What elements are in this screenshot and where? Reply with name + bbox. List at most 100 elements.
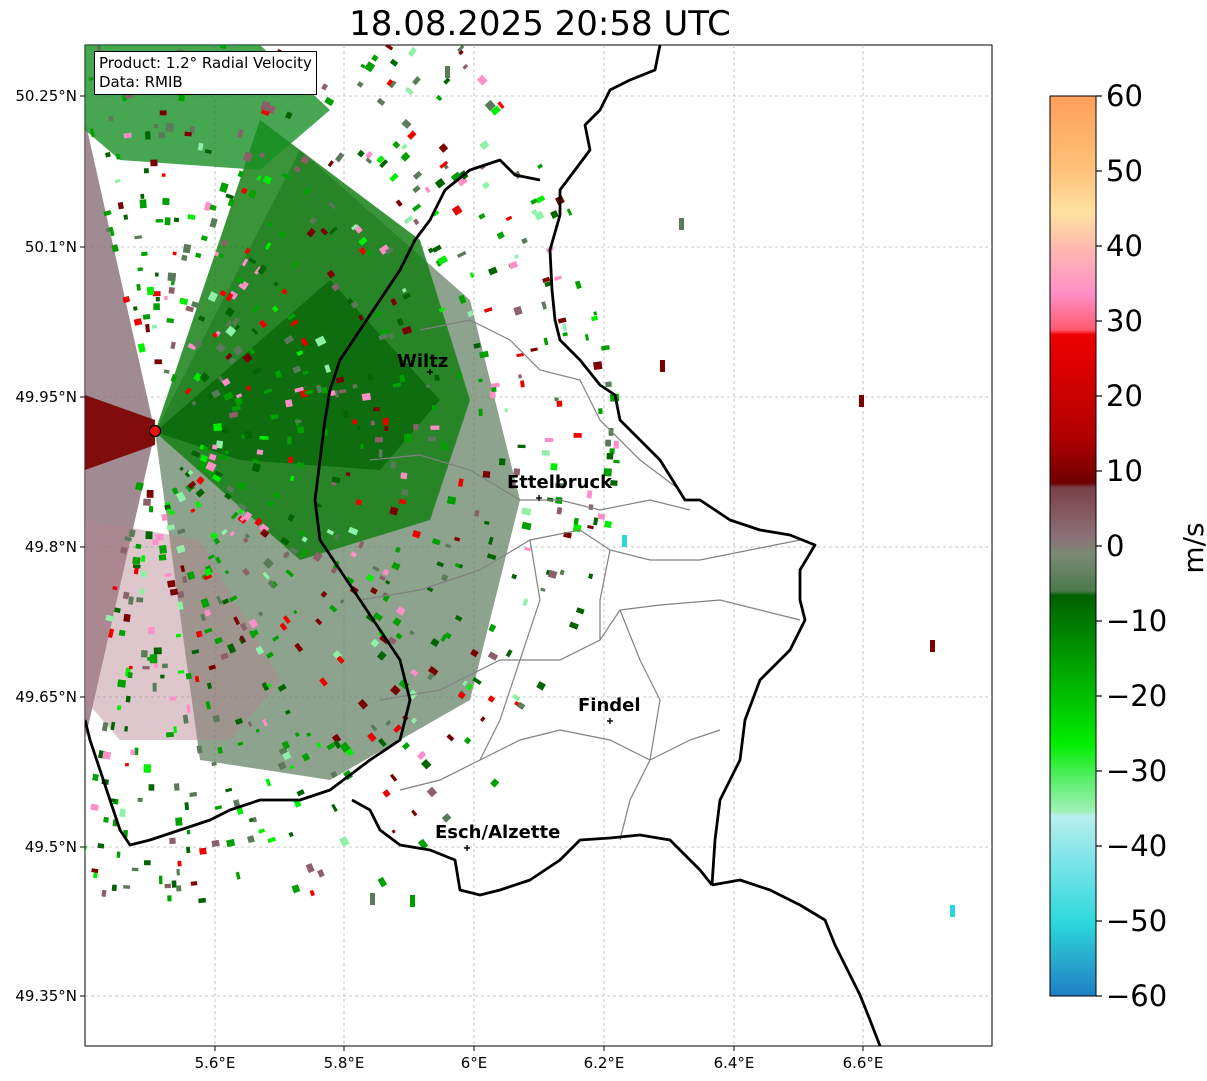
radar-echo: [352, 419, 358, 425]
radar-echo: [334, 390, 340, 398]
radar-echo: [284, 111, 293, 120]
radar-echo: [167, 895, 172, 902]
radar-echo: [140, 570, 147, 578]
radar-echo: [108, 115, 114, 122]
radar-echo: [606, 452, 614, 460]
radar-echo: [187, 214, 196, 220]
radar-echo: [358, 314, 364, 321]
axis-ticks: [80, 95, 864, 1051]
radar-echo: [124, 762, 130, 767]
radar-echo: [491, 387, 497, 393]
radar-echo: [186, 846, 191, 854]
radar-echo: [613, 440, 619, 449]
radar-echo: [371, 565, 380, 572]
radar-echo: [306, 227, 316, 238]
radar-echo: [193, 372, 203, 382]
radar-echo: [105, 152, 111, 158]
radar-echo: [339, 835, 350, 847]
radar-echo: [326, 269, 336, 279]
radar-echo: [219, 182, 229, 193]
radar-echo: [215, 440, 224, 449]
radar-echo: [336, 655, 345, 665]
lon-tick-label: 6.4°E: [713, 1054, 755, 1072]
radar-echo: [446, 733, 455, 742]
colorbar-tick-label: −50: [1106, 904, 1168, 938]
radar-echo: [389, 172, 399, 183]
radar-echo: [182, 714, 189, 724]
radar-echo: [248, 189, 257, 199]
radar-echo: [207, 554, 215, 560]
radar-echo: [496, 231, 505, 240]
radar-echo: [316, 742, 322, 749]
radar-echo: [443, 77, 451, 85]
colorbar-ticks: [1096, 95, 1102, 997]
radar-echo: [155, 272, 159, 277]
radar-echo: [291, 884, 301, 894]
radar-echo: [231, 317, 240, 326]
radar-echo: [412, 76, 421, 86]
radar-echo: [208, 453, 217, 461]
radar-echo: [312, 551, 323, 563]
radar-echo: [404, 86, 414, 96]
radar-echo: [357, 699, 369, 710]
radar-echo: [171, 880, 177, 888]
radar-echo: [220, 528, 228, 536]
radar-echo: [155, 534, 164, 541]
radar-echo: [159, 545, 168, 554]
radar-echo: [610, 479, 618, 487]
label-wiltz: Wiltz: [397, 351, 448, 372]
radar-echo: [154, 663, 158, 668]
radar-echo: [598, 408, 603, 414]
radar-echo: [152, 291, 161, 297]
radar-echo: [169, 696, 176, 701]
border-lux-germany: [711, 878, 882, 1046]
radar-echo: [443, 164, 449, 170]
radar-echo: [97, 843, 105, 849]
radar-echo: [424, 355, 435, 365]
radar-echo: [388, 332, 394, 340]
radar-echo: [518, 374, 522, 379]
radar-echo: [470, 648, 479, 658]
radar-echo: [128, 665, 133, 670]
radar-echo: [473, 342, 481, 349]
radar-echo: [135, 543, 142, 549]
label-esch-alzette: Esch/Alzette: [435, 822, 560, 843]
radar-echo: [259, 528, 270, 538]
radar-echo: [430, 425, 440, 430]
radar-echo: [304, 389, 314, 396]
radar-echo: [140, 193, 145, 199]
radar-echo: [235, 393, 243, 399]
radar-echo: [218, 453, 228, 461]
radar-echo: [491, 382, 500, 389]
radar-echo: [242, 537, 249, 544]
radar-echo: [679, 218, 684, 230]
radar-echo: [315, 618, 323, 626]
radar-echo: [446, 496, 457, 505]
radar-echo: [445, 543, 452, 549]
radar-echo: [290, 319, 299, 327]
radar-echo: [320, 386, 328, 394]
radar-echo: [215, 342, 226, 354]
radar-echo: [420, 759, 432, 770]
colorbar-tick-label: −20: [1106, 679, 1168, 713]
border-lux-belgium-west: [85, 158, 541, 847]
radar-echo: [225, 787, 233, 793]
radar-echo: [568, 621, 579, 630]
radar-echo: [142, 666, 150, 670]
radar-echo: [412, 185, 421, 194]
radar-echo: [200, 597, 210, 609]
radar-echo: [176, 528, 186, 535]
radar-echo: [424, 186, 431, 194]
radar-echo: [379, 635, 389, 645]
radar-echo: [165, 123, 174, 132]
radar-echo: [182, 243, 192, 254]
radar-echo: [277, 761, 287, 771]
radar-echo: [488, 623, 497, 633]
radar-echo: [130, 749, 136, 755]
radar-echo: [335, 376, 345, 384]
radar-echo: [237, 128, 244, 138]
radar-echo: [521, 507, 532, 516]
radar-echo: [478, 212, 486, 220]
radar-echo: [141, 650, 148, 658]
radar-echo: [413, 218, 420, 226]
